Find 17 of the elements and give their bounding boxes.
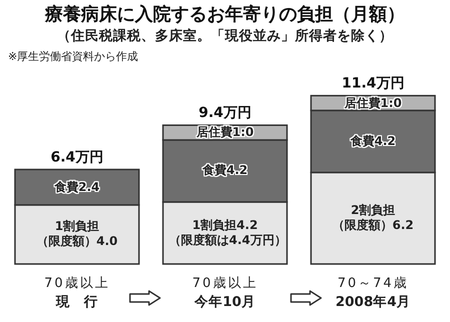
data-label: 1割負担4.2（限度額は4.4万円） — [169, 218, 284, 248]
total-label: 11.4万円 — [342, 76, 404, 92]
chart-subtitle: （住民税課税、多床室。「現役並み」所得者を除く） — [56, 27, 394, 45]
x-tick-label: 70歳以上現 行 — [43, 275, 111, 312]
data-label: 居住費1:0 — [344, 96, 402, 111]
total-label: 6.4万円 — [50, 149, 104, 166]
x-tick-label: 70～74歳2008年4月 — [334, 275, 412, 312]
total-label: 9.4万円 — [198, 105, 252, 122]
data-label: 居住費1:0 — [196, 125, 254, 140]
text: ※厚生労働省資料から作成 — [8, 49, 138, 64]
data-label: 1割負担（限度額）4.0 — [35, 219, 119, 250]
chart-title: 療養病床に入院するお年寄りの負担（月額） — [44, 3, 406, 26]
data-label: 食費4.2 — [202, 163, 248, 178]
data-label: 2割負担（限度額）6.2 — [331, 203, 415, 234]
data-label: 食費4.2 — [350, 134, 396, 149]
x-tick-label: 70歳以上今年10月 — [191, 275, 259, 312]
data-label: 食費2.4 — [54, 180, 100, 195]
